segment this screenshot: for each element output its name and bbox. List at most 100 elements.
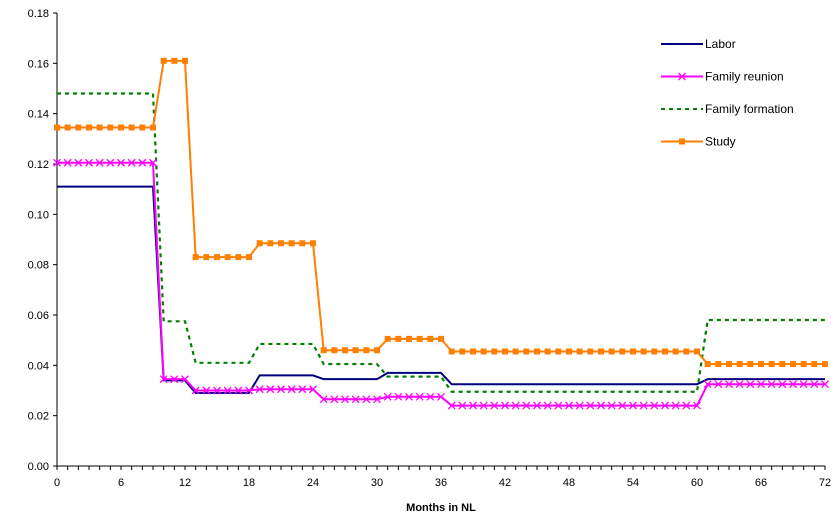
study-point xyxy=(566,348,572,355)
study-point xyxy=(480,348,487,355)
study-point xyxy=(822,361,828,368)
x-tick-label: 36 xyxy=(435,477,447,489)
family-reunion-point xyxy=(735,380,744,389)
study-point xyxy=(512,348,519,355)
x-axis-ticks: 0 6 12 18 24 30 36 42 48 54 60 66 72 xyxy=(54,466,831,489)
family-reunion-point xyxy=(821,380,829,389)
study-point xyxy=(299,240,306,247)
study-point xyxy=(747,361,754,368)
study-point xyxy=(320,347,327,354)
family-reunion-point xyxy=(330,395,339,404)
family-reunion-point xyxy=(170,375,179,384)
study-point xyxy=(736,361,743,368)
family-reunion-point xyxy=(629,401,637,410)
series-line-labor xyxy=(57,185,825,395)
study-point xyxy=(64,124,71,131)
family-reunion-point xyxy=(266,385,275,394)
family-reunion-point xyxy=(362,395,371,404)
family-reunion-point xyxy=(373,395,381,404)
family-reunion-point xyxy=(426,392,435,401)
study-point xyxy=(587,348,594,355)
family-reunion-point xyxy=(63,158,72,167)
family-reunion-point xyxy=(149,158,157,167)
study-point xyxy=(214,254,220,261)
family-reunion-point xyxy=(181,375,189,384)
family-reunion-point xyxy=(127,158,136,167)
family-reunion-point xyxy=(405,392,413,401)
study-point xyxy=(86,124,92,131)
study-point xyxy=(758,361,764,368)
family-reunion-point xyxy=(85,158,93,167)
family-reunion-point xyxy=(586,401,595,410)
y-axis-ticks: 0.00 0.02 0.04 0.06 0.08 0.10 0.12 0.14 0.16 0.18 xyxy=(28,8,57,473)
study-point xyxy=(246,254,252,261)
study-point xyxy=(640,348,647,355)
family-reunion-point xyxy=(693,401,701,410)
study-point xyxy=(331,347,338,354)
legend-label-labor: Labor xyxy=(705,37,736,51)
family-reunion-point xyxy=(341,395,349,404)
x-tick-label: 0 xyxy=(54,477,60,489)
x-tick-label: 54 xyxy=(627,477,639,489)
x-tick-label: 18 xyxy=(243,477,255,489)
family-reunion-point xyxy=(746,380,755,389)
family-reunion-point xyxy=(565,401,573,410)
family-reunion-point xyxy=(671,401,680,410)
study-point xyxy=(598,348,604,355)
family-reunion-point xyxy=(682,401,691,410)
series-family-formation xyxy=(57,92,825,393)
study-point xyxy=(459,348,466,355)
study-point xyxy=(523,348,530,355)
family-reunion-point xyxy=(607,401,616,410)
study-point xyxy=(779,361,786,368)
family-reunion-point xyxy=(767,380,776,389)
family-reunion-point xyxy=(309,385,317,394)
family-reunion-point xyxy=(810,380,819,389)
family-reunion-point xyxy=(106,158,115,167)
study-point xyxy=(662,348,668,355)
family-reunion-point xyxy=(319,395,328,404)
study-point xyxy=(608,348,615,355)
study-point xyxy=(118,124,124,131)
study-point xyxy=(54,124,60,131)
study-point xyxy=(256,240,263,247)
study-point xyxy=(438,335,444,342)
study-point xyxy=(768,361,775,368)
series-line-family-reunion xyxy=(57,161,825,407)
series-layer xyxy=(53,57,829,410)
family-reunion-point xyxy=(490,401,499,410)
family-reunion-point xyxy=(74,158,83,167)
x-tick-label: 66 xyxy=(755,477,767,489)
x-axis-title: Months in NL xyxy=(406,502,476,514)
family-reunion-point xyxy=(458,401,467,410)
y-tick-label: 0.14 xyxy=(28,109,49,121)
x-tick-label: 60 xyxy=(691,477,703,489)
family-reunion-point xyxy=(789,380,797,389)
study-point xyxy=(651,348,658,355)
family-reunion-point xyxy=(575,401,584,410)
y-tick-label: 0.00 xyxy=(28,461,49,473)
family-reunion-point xyxy=(725,380,733,389)
study-point xyxy=(310,240,316,247)
y-tick-label: 0.08 xyxy=(28,260,49,272)
family-reunion-point xyxy=(522,401,531,410)
family-reunion-point xyxy=(277,385,285,394)
legend-entry-family-formation: Family formation xyxy=(661,102,794,116)
study-point xyxy=(75,124,82,131)
legend-label-family-reunion: Family reunion xyxy=(705,70,784,84)
study-point xyxy=(619,348,626,355)
legend: Labor Family reunion Family formation Study xyxy=(661,37,794,149)
study-point xyxy=(139,124,146,131)
x-tick-label: 42 xyxy=(499,477,511,489)
family-reunion-point xyxy=(245,386,253,395)
study-point xyxy=(555,348,562,355)
study-point xyxy=(534,348,540,355)
family-reunion-point xyxy=(255,385,264,394)
x-tick-label: 12 xyxy=(179,477,191,489)
family-reunion-point xyxy=(287,385,296,394)
study-point xyxy=(800,361,807,368)
family-reunion-point xyxy=(191,386,200,395)
x-tick-label: 48 xyxy=(563,477,575,489)
study-point xyxy=(96,124,103,131)
